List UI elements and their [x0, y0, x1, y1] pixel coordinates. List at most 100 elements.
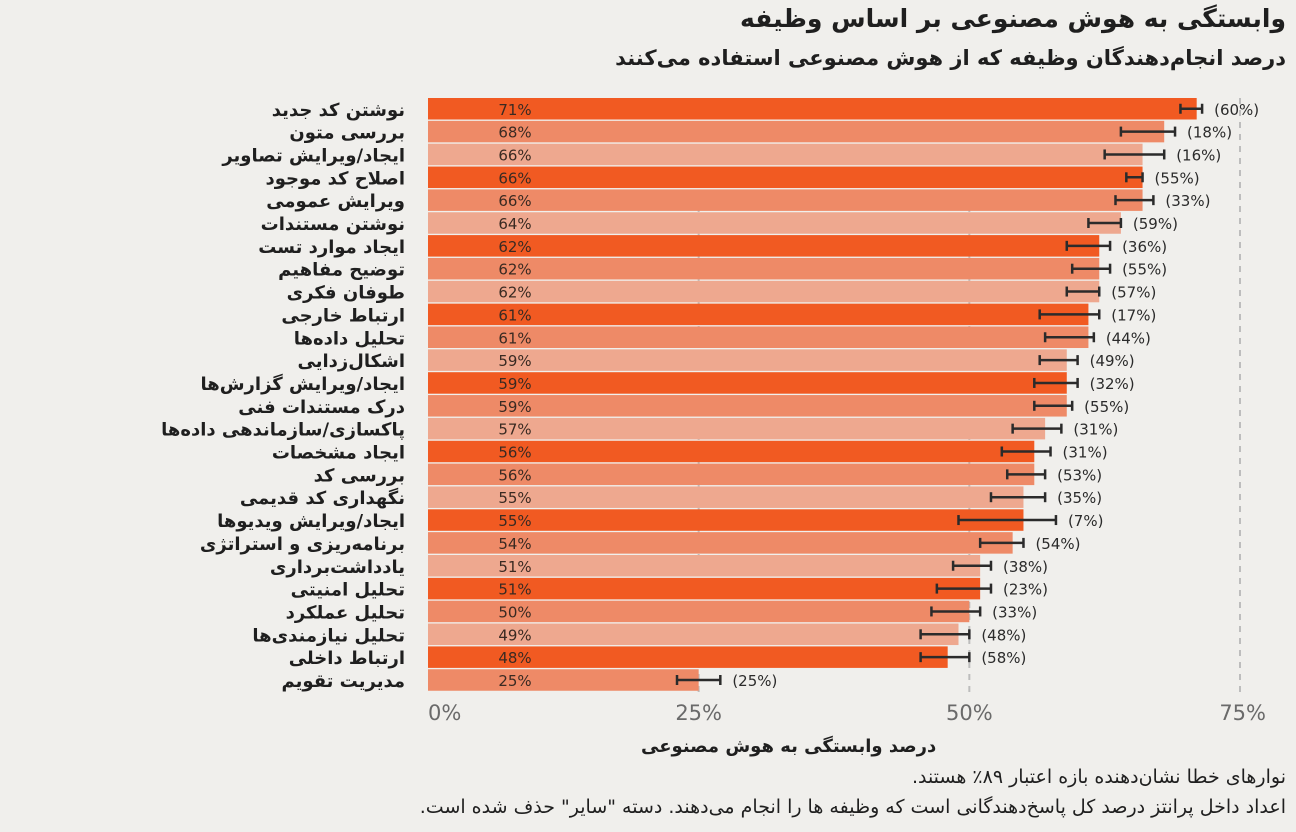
respondent-share-label: (58%) [981, 649, 1026, 667]
category-label: تحلیل نیازمندی‌ها [252, 625, 405, 646]
bar [428, 577, 981, 600]
category-label: ایجاد مشخصات [272, 443, 405, 464]
bar [428, 212, 1121, 234]
bar-value-label: 50% [498, 603, 531, 621]
category-label: توضیح مفاهیم [278, 260, 405, 281]
bar [428, 600, 970, 623]
bar [428, 417, 1046, 440]
bar [428, 257, 1100, 280]
bar-value-label: 49% [498, 626, 531, 644]
respondent-share-label: (55%) [1122, 261, 1167, 279]
category-label: ایجاد موارد تست [258, 237, 405, 258]
respondent-share-label: (23%) [1003, 581, 1048, 599]
category-label: نوشتن مستندات [261, 214, 405, 235]
bar [428, 509, 1024, 531]
respondent-share-label: (55%) [1084, 398, 1129, 416]
respondent-share-label: (33%) [992, 603, 1037, 621]
category-label: برنامه‌ریزی و استراتژی [200, 534, 405, 555]
bar-value-label: 59% [498, 375, 531, 393]
category-label: نوشتن کد جدید [272, 100, 405, 121]
bar [428, 623, 959, 646]
respondent-share-label: (25%) [732, 672, 777, 690]
bar-value-label: 48% [498, 649, 531, 667]
category-label: نگهداری کد قدیمی [240, 487, 405, 509]
respondent-share-label: (49%) [1090, 352, 1135, 370]
category-label: یادداشت‌برداری [270, 557, 405, 578]
bar [428, 395, 1067, 417]
bar-value-label: 62% [498, 238, 531, 256]
bar [428, 280, 1100, 303]
respondent-share-label: (32%) [1090, 375, 1135, 393]
category-label: اصلاح کد موجود [265, 168, 405, 189]
respondent-share-label: (16%) [1176, 146, 1221, 164]
bar-value-label: 68% [498, 124, 531, 142]
bar-value-label: 64% [498, 215, 531, 233]
bar-value-label: 55% [498, 512, 531, 530]
category-label: تحلیل عملکرد [286, 602, 405, 623]
chart-title: وابستگی به هوش مصنوعی بر اساس وظیفه [739, 4, 1286, 33]
bar [428, 166, 1143, 189]
category-label: پاکسازی/سازماندهی داده‌ها [161, 420, 405, 441]
category-label: بررسی کد [314, 465, 405, 486]
bar [428, 235, 1100, 257]
bar-value-label: 66% [498, 146, 531, 164]
bar-value-label: 66% [498, 192, 531, 210]
respondent-share-label: (53%) [1057, 466, 1102, 484]
bar [428, 669, 699, 691]
category-label: مدیریت تقویم [282, 671, 405, 692]
category-label: اشکال‌زدایی [298, 351, 405, 372]
category-label: بررسی متون [289, 123, 405, 144]
bar [428, 486, 1024, 508]
respondent-share-label: (31%) [1063, 444, 1108, 462]
bar [428, 555, 981, 577]
bar-value-label: 62% [498, 261, 531, 279]
category-label: درک مستندات فنی [238, 397, 405, 418]
x-tick-label: 75% [1219, 701, 1266, 725]
bar [428, 646, 948, 668]
bar [428, 326, 1089, 348]
bar-value-label: 25% [498, 672, 531, 690]
bar-value-label: 56% [498, 444, 531, 462]
bar-value-label: 55% [498, 489, 531, 507]
respondent-share-label: (54%) [1035, 535, 1080, 553]
respondent-share-label: (44%) [1106, 329, 1151, 347]
bar [428, 98, 1197, 120]
footnote-parentheses: اعداد داخل پرانتز درصد کل پاسخ‌دهندگانی … [419, 796, 1286, 818]
respondent-share-label: (35%) [1057, 489, 1102, 507]
bar-value-label: 66% [498, 169, 531, 187]
bar-value-label: 62% [498, 284, 531, 302]
x-tick-label: 25% [675, 701, 722, 725]
respondent-share-label: (60%) [1214, 101, 1259, 119]
bar [428, 189, 1143, 211]
respondent-share-label: (48%) [981, 626, 1026, 644]
respondent-share-label: (38%) [1003, 558, 1048, 576]
bar [428, 303, 1089, 326]
category-label: ارتباط داخلی [289, 648, 405, 669]
bar-value-label: 59% [498, 352, 531, 370]
category-label: تحلیل داده‌ها [294, 328, 405, 349]
bar-value-label: 51% [498, 581, 531, 599]
x-axis-label: درصد وابستگی به هوش مصنوعی [641, 735, 936, 757]
category-label: طوفان فکری [287, 283, 405, 304]
chart-subtitle: درصد انجام‌دهندگان وظیفه که از هوش مصنوع… [615, 46, 1286, 70]
respondent-share-label: (7%) [1068, 512, 1104, 530]
respondent-share-label: (31%) [1073, 421, 1118, 439]
bar [428, 440, 1035, 463]
bar-value-label: 61% [498, 306, 531, 324]
bar [428, 120, 1165, 143]
bar-value-label: 56% [498, 466, 531, 484]
footnote-error-bars: نوارهای خطا نشان‌دهنده بازه اعتبار ۸۹٪ ه… [911, 766, 1286, 788]
category-label: ارتباط خارجی [281, 305, 405, 326]
bar [428, 349, 1067, 371]
category-label: ایجاد/ویرایش ویدیوها [217, 511, 405, 532]
bar [428, 463, 1035, 486]
bar-value-label: 59% [498, 398, 531, 416]
bar-value-label: 51% [498, 558, 531, 576]
category-label: ویرایش عمومی [266, 191, 405, 212]
respondent-share-label: (59%) [1133, 215, 1178, 233]
bar [428, 372, 1067, 394]
bar [428, 143, 1143, 166]
x-tick-label: 0% [428, 701, 461, 725]
bar [428, 532, 1013, 554]
